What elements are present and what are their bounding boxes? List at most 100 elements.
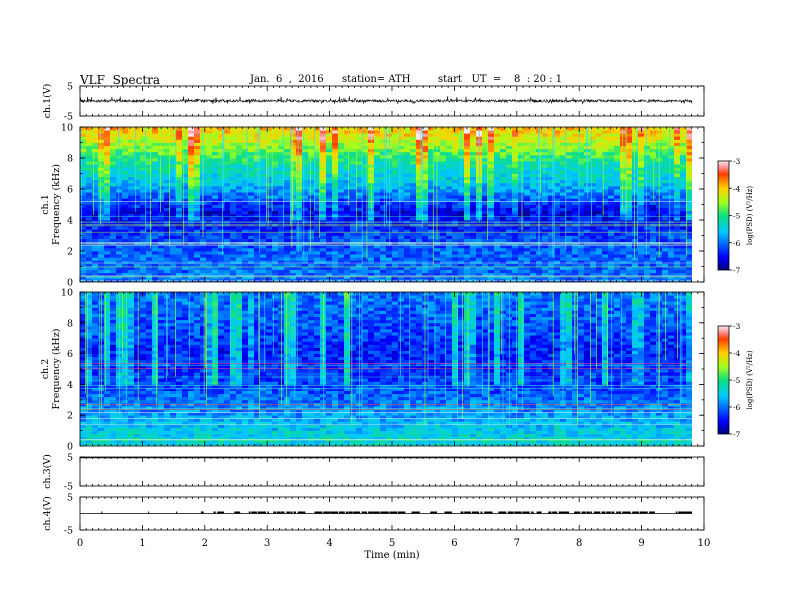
heatmap-cell — [566, 207, 573, 212]
heatmap-cell — [362, 207, 369, 212]
heatmap-cell — [362, 185, 369, 190]
heatmap-cell — [92, 158, 99, 162]
heatmap-cell — [608, 238, 615, 243]
heatmap-cell — [104, 232, 111, 236]
heatmap-cell — [290, 257, 297, 261]
heatmap-cell — [218, 204, 225, 208]
heatmap-cell — [128, 170, 135, 174]
heatmap-cell — [386, 244, 393, 249]
heatmap-cell — [164, 223, 171, 227]
heatmap-cell — [662, 269, 669, 274]
heatmap-cell — [356, 232, 363, 236]
heatmap-cell — [188, 223, 195, 227]
heatmap-cell — [362, 266, 369, 270]
heatmap-cell — [440, 257, 447, 261]
heatmap-cell — [518, 145, 525, 150]
heatmap-cell — [284, 176, 291, 181]
heatmap-cell — [338, 235, 345, 239]
heatmap-cell — [614, 213, 621, 218]
heatmap-cell — [500, 173, 507, 177]
heatmap-cell — [242, 136, 249, 140]
heatmap-cell — [374, 238, 381, 243]
heatmap-cell — [332, 275, 339, 280]
heatmap-cell — [614, 161, 621, 165]
heatmap-cell — [164, 235, 171, 239]
heatmap-cell — [116, 260, 123, 264]
heatmap-cell — [404, 216, 411, 221]
heatmap-cell — [602, 223, 609, 227]
heatmap-cell — [86, 170, 93, 174]
heatmap-cell — [392, 229, 399, 233]
heatmap-cell — [488, 185, 495, 190]
heatmap-cell — [494, 151, 501, 156]
heatmap-cell — [182, 204, 189, 208]
heatmap-cell — [194, 170, 201, 174]
heatmap-cell — [164, 254, 171, 258]
heatmap-cell — [608, 254, 615, 258]
heatmap-cell — [314, 266, 321, 270]
heatmap-cell — [242, 154, 249, 159]
heatmap-cell — [578, 263, 585, 267]
heatmap-cell — [446, 185, 453, 190]
heatmap-cell — [254, 229, 261, 233]
heatmap-cell — [320, 158, 327, 162]
heatmap-cell — [80, 173, 87, 177]
heatmap-cell — [278, 257, 285, 261]
heatmap-cell — [350, 263, 357, 267]
heatmap-cell — [104, 142, 111, 146]
heatmap-cell — [302, 266, 309, 270]
heatmap-cell — [392, 173, 399, 177]
heatmap-cell — [236, 244, 243, 249]
heatmap-cell — [668, 226, 675, 230]
heatmap-cell — [488, 158, 495, 162]
heatmap-cell — [176, 260, 183, 264]
heatmap-cell — [194, 266, 201, 270]
heatmap-cell — [110, 275, 117, 280]
heatmap-cell — [416, 127, 423, 131]
heatmap-cell — [170, 266, 177, 270]
heatmap-cell — [116, 251, 123, 255]
heatmap-cell — [326, 235, 333, 239]
heatmap-cell — [308, 164, 315, 168]
heatmap-cell — [542, 207, 549, 212]
heatmap-cell — [290, 247, 297, 252]
heatmap-cell — [572, 213, 579, 218]
heatmap-cell — [86, 158, 93, 162]
heatmap-cell — [374, 275, 381, 280]
heatmap-cell — [278, 238, 285, 243]
heatmap-cell — [380, 185, 387, 190]
heatmap-cell — [194, 269, 201, 274]
heatmap-cell — [164, 210, 171, 215]
heatmap-cell — [254, 179, 261, 184]
heatmap-cell — [644, 278, 651, 282]
heatmap-cell — [164, 145, 171, 150]
heatmap-cell — [662, 185, 669, 190]
heatmap-cell — [482, 176, 489, 181]
heatmap-cell — [194, 201, 201, 205]
heatmap-cell — [554, 148, 561, 153]
heatmap-cell — [254, 182, 261, 187]
heatmap-cell — [164, 167, 171, 171]
heatmap-cell — [254, 133, 261, 137]
heatmap-cell — [128, 173, 135, 177]
heatmap-cell — [194, 133, 201, 137]
heatmap-cell — [422, 251, 429, 255]
heatmap-cell — [590, 142, 597, 146]
heatmap-cell — [374, 244, 381, 249]
heatmap-cell — [596, 278, 603, 282]
heatmap-cell — [296, 260, 303, 264]
heatmap-cell — [284, 238, 291, 243]
heatmap-cell — [500, 238, 507, 243]
heatmap-cell — [632, 176, 639, 181]
heatmap-cell — [296, 216, 303, 221]
heatmap-cell — [554, 154, 561, 159]
heatmap-cell — [314, 198, 321, 202]
heatmap-cell — [332, 148, 339, 153]
heatmap-cell — [374, 185, 381, 190]
heatmap-cell — [236, 185, 243, 190]
heatmap-cell — [314, 182, 321, 187]
heatmap-cell — [242, 210, 249, 215]
heatmap-cell — [260, 173, 267, 177]
heatmap-cell — [80, 142, 87, 146]
heatmap-cell — [500, 257, 507, 261]
